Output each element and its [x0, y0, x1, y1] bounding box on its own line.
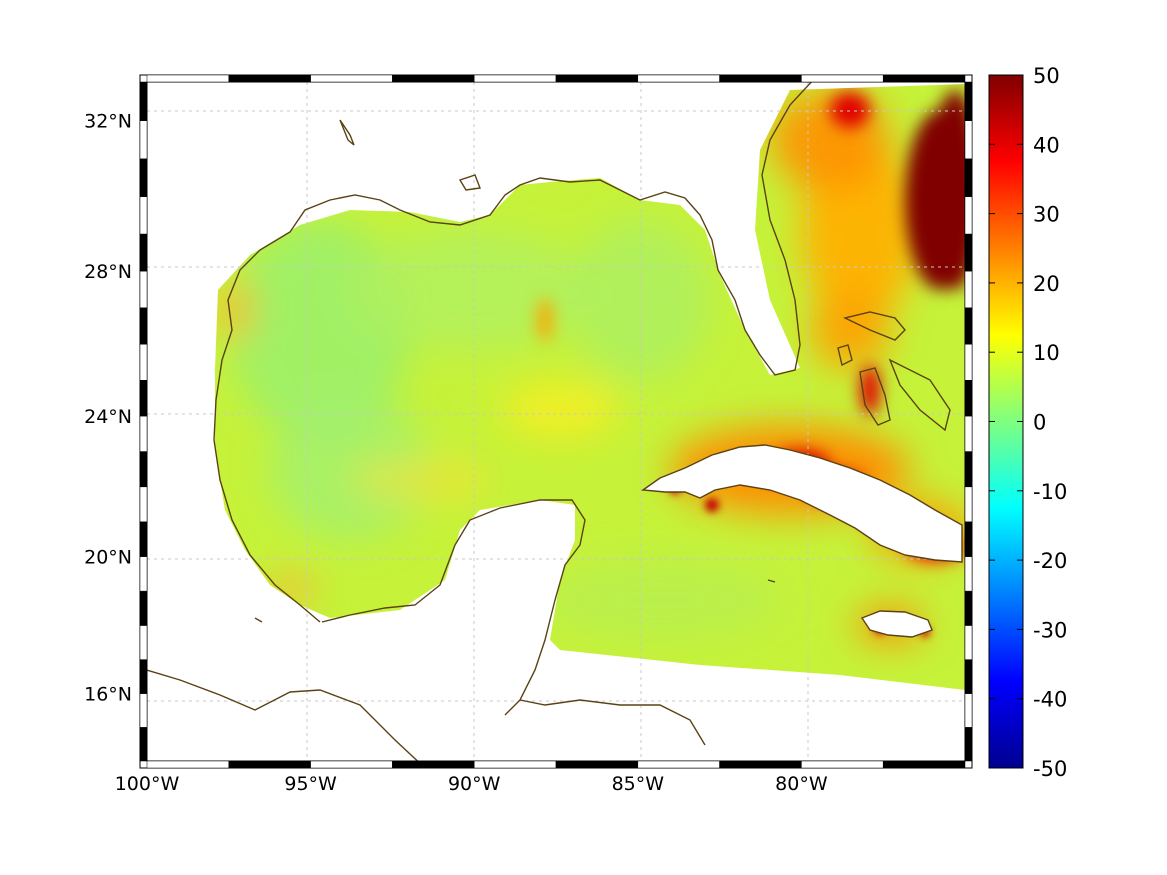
- frame-segment: [637, 760, 720, 769]
- frame-segment: [310, 74, 393, 83]
- frame-segment: [139, 158, 148, 197]
- frame-segment: [964, 233, 973, 272]
- frame-segment: [964, 521, 973, 557]
- frame-segment: [964, 307, 973, 345]
- frame-segment: [473, 760, 557, 769]
- frame-segment: [139, 521, 148, 557]
- frame-segment: [139, 693, 148, 728]
- frame-segment: [139, 233, 148, 272]
- colorbar-tick-label: 40: [1033, 133, 1060, 157]
- frame-segment: [555, 760, 639, 769]
- frame-segment: [801, 74, 884, 83]
- frame-segment: [228, 74, 311, 83]
- x-tick-label: 90°W: [448, 773, 501, 795]
- frame-segment: [801, 760, 884, 769]
- colorbar: 50 40 30 20 10 0 -10 -20 -30 -40 -50: [988, 64, 1067, 781]
- frame-segment: [719, 74, 802, 83]
- frame-segment: [139, 196, 148, 235]
- colorbar-tick-label: 0: [1033, 411, 1046, 435]
- coastlines: [147, 82, 963, 761]
- frame-segment: [146, 74, 230, 83]
- x-tick-labels: 100°W 95°W 90°W 85°W 80°W: [115, 773, 828, 795]
- frame-segment: [139, 659, 148, 694]
- frame-segment: [964, 415, 973, 452]
- frame-segment: [882, 760, 966, 769]
- frame-segment: [964, 556, 973, 592]
- colorbar-tick-label: 20: [1033, 272, 1060, 296]
- frame-segment: [882, 74, 966, 83]
- frame-segment: [139, 270, 148, 309]
- frame-segment: [139, 380, 148, 417]
- x-tick-label: 95°W: [284, 773, 337, 795]
- grid-lines: [147, 82, 965, 761]
- frame-segment: [719, 760, 802, 769]
- frame-segment: [473, 74, 557, 83]
- frame-segment: [964, 81, 973, 121]
- x-tick-label: 80°W: [775, 773, 828, 795]
- colorbar-tick-label: -40: [1033, 688, 1067, 712]
- frame-segment: [964, 590, 973, 626]
- frame-segment: [392, 760, 475, 769]
- colorbar-tick-label: -30: [1033, 618, 1067, 642]
- frame-segment: [139, 590, 148, 626]
- frame-segment: [964, 380, 973, 417]
- frame-segment: [139, 556, 148, 592]
- frame-segment: [964, 343, 973, 381]
- frame-segment: [964, 727, 973, 762]
- cuba-land: [641, 444, 963, 563]
- y-tick-label: 32°N: [84, 111, 132, 133]
- frame-segment: [310, 760, 393, 769]
- map-frame: [139, 74, 973, 769]
- y-tick-label: 16°N: [84, 684, 132, 706]
- frame-segment: [964, 120, 973, 160]
- y-tick-labels: 32°N 28°N 24°N 20°N 16°N: [84, 111, 132, 706]
- y-tick-label: 28°N: [84, 261, 132, 283]
- frame-segment: [555, 74, 639, 83]
- frame-segment: [139, 120, 148, 160]
- x-tick-label: 100°W: [115, 773, 180, 795]
- data-field: [215, 84, 965, 690]
- frame-segment: [964, 451, 973, 488]
- colorbar-tick-label: -10: [1033, 480, 1067, 504]
- frame-segment: [228, 760, 311, 769]
- frame-segment: [139, 451, 148, 488]
- frame-segment: [964, 270, 973, 309]
- frame-segment: [139, 486, 148, 523]
- frame-segment: [637, 74, 720, 83]
- frame-segment: [964, 158, 973, 197]
- gulf-coastline: [147, 82, 813, 761]
- frame-segment: [139, 415, 148, 452]
- frame-segment: [964, 693, 973, 728]
- colorbar-tick-label: 30: [1033, 203, 1060, 227]
- colorbar-tick-label: 10: [1033, 341, 1060, 365]
- jamaica-land: [860, 610, 933, 638]
- frame-segment: [139, 81, 148, 121]
- frame-segment: [139, 307, 148, 345]
- frame-segment: [146, 760, 230, 769]
- colorbar-tick-label: -20: [1033, 549, 1067, 573]
- frame-segment: [964, 486, 973, 523]
- frame-segment: [139, 343, 148, 381]
- frame-segment: [139, 625, 148, 660]
- frame-segment: [964, 196, 973, 235]
- frame-segment: [964, 659, 973, 694]
- y-tick-label: 24°N: [84, 406, 132, 428]
- x-tick-label: 85°W: [612, 773, 665, 795]
- colorbar-tick-label: 50: [1033, 64, 1060, 88]
- y-tick-label: 20°N: [84, 547, 132, 569]
- frame-segment: [964, 625, 973, 660]
- frame-segment: [139, 727, 148, 762]
- frame-segment: [392, 74, 475, 83]
- colorbar-tick-label: -50: [1033, 757, 1067, 781]
